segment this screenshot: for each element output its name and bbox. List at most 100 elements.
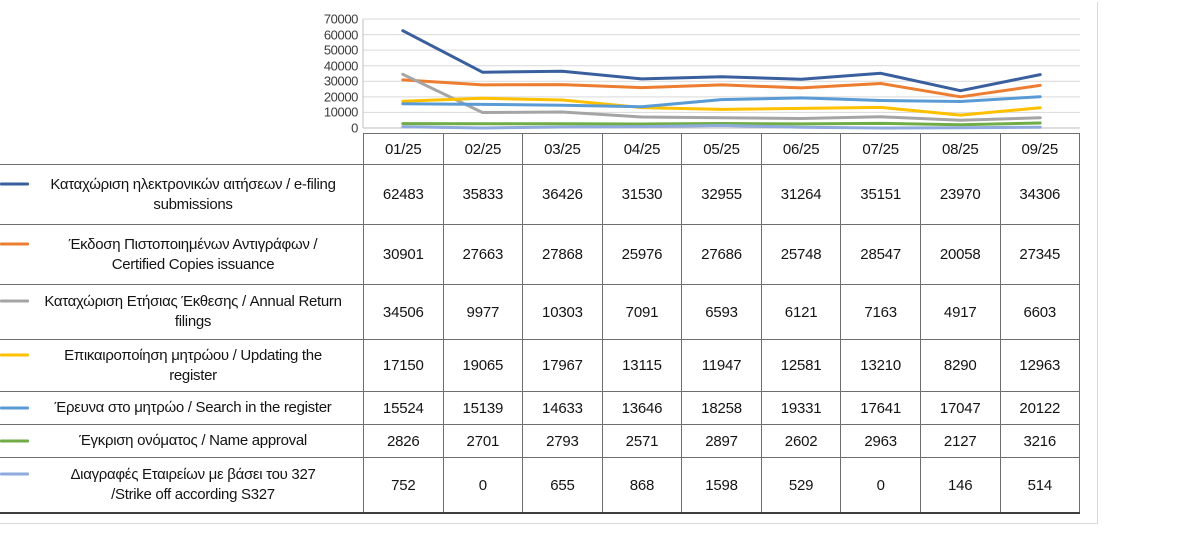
value-cell: 17641 — [840, 392, 920, 424]
series-label-text: Επικαιροποίηση μητρώου / Updating the — [64, 346, 322, 364]
value-cell: 35833 — [442, 165, 523, 224]
series-label-cell: Καταχώριση ηλεκτρονικών αιτήσεων / e-fil… — [0, 165, 363, 224]
value-cell: 2826 — [363, 425, 443, 457]
series-label-text: Έρευνα στο μητρώο / Search in the regist… — [54, 399, 332, 416]
value-cell: 11947 — [681, 340, 761, 391]
table-row: Επικαιροποίηση μητρώου / Updating the reg… — [0, 340, 1081, 392]
series-label-cell: Καταχώριση Ετήσιας Έκθεσης / Annual Retu… — [0, 285, 363, 339]
table-row: Διαγραφές Εταιρείων με βάσει του 327/Str… — [0, 458, 1081, 514]
value-cell: 12963 — [999, 340, 1081, 391]
column-header: 07/25 — [840, 133, 920, 164]
legend-key-line — [0, 242, 29, 245]
value-cell: 3216 — [999, 425, 1081, 457]
value-cell: 13210 — [840, 340, 920, 391]
value-cell: 27686 — [681, 225, 761, 284]
value-cell: 2127 — [919, 425, 1000, 457]
series-line-4 — [401, 96, 1042, 117]
value-cell: 2963 — [840, 425, 920, 457]
value-cell: 30901 — [363, 225, 443, 284]
value-cell: 13115 — [601, 340, 682, 391]
value-cell: 2602 — [760, 425, 841, 457]
series-label-text: filings — [174, 313, 212, 330]
table-row: Καταχώριση ηλεκτρονικών αιτήσεων / e-fil… — [0, 165, 1081, 225]
value-cell: 31264 — [760, 165, 841, 224]
series-label-text: Διαγραφές Εταιρείων με βάσει του 327 — [70, 466, 316, 483]
legend-key-line — [0, 472, 29, 476]
column-header: 05/25 — [681, 133, 761, 164]
value-cell: 752 — [363, 458, 443, 512]
value-cell: 27868 — [522, 225, 602, 284]
series-line-5 — [401, 95, 1042, 109]
series-label-cell: Έγκριση ονόματος / Name approval — [0, 425, 363, 457]
table-row: Καταχώριση Ετήσιας Έκθεσης / Annual Retu… — [0, 285, 1081, 340]
value-cell: 15524 — [363, 392, 443, 424]
value-cell: 2571 — [601, 425, 682, 457]
value-cell: 9977 — [442, 285, 523, 339]
value-cell: 19331 — [760, 392, 841, 424]
value-cell: 14633 — [522, 392, 602, 424]
legend-key-line — [0, 182, 29, 185]
value-cell: 2701 — [442, 425, 523, 457]
value-cell: 15139 — [442, 392, 523, 424]
table-header-row: 01/25 02/25 03/25 04/25 05/25 06/25 07/25 08/25… — [0, 133, 1081, 165]
series-line-7 — [401, 124, 1042, 130]
value-cell: 7091 — [601, 285, 682, 339]
value-cell: 6593 — [681, 285, 761, 339]
y-axis-tick-label: 10000 — [323, 104, 359, 120]
series-line-6 — [401, 121, 1042, 127]
value-cell: 34306 — [999, 165, 1081, 224]
column-header: 02/25 — [442, 133, 523, 164]
column-header: 04/25 — [601, 133, 682, 164]
value-cell: 28547 — [840, 225, 920, 284]
y-axis-tick-label: 30000 — [323, 73, 359, 89]
value-cell: 514 — [999, 458, 1081, 512]
value-cell: 529 — [760, 458, 841, 512]
data-table: 01/25 02/25 03/25 04/25 05/25 06/25 07/25 08/25… — [0, 133, 1081, 514]
value-cell: 7163 — [840, 285, 920, 339]
y-axis-tick-label: 70000 — [323, 11, 359, 27]
value-cell: 19065 — [442, 340, 523, 391]
y-axis-tick-label: 20000 — [323, 89, 359, 105]
value-cell: 0 — [840, 458, 920, 512]
series-label-text: submissions — [153, 195, 233, 213]
series-line-3 — [401, 72, 1042, 122]
value-cell: 27663 — [442, 225, 523, 284]
value-cell: 23970 — [919, 165, 1000, 224]
y-axis-tick-label: 60000 — [323, 27, 359, 43]
series-label-cell: Επικαιροποίηση μητρώου / Updating the reg… — [0, 340, 363, 391]
value-cell: 2897 — [681, 425, 761, 457]
value-cell: 34506 — [363, 285, 443, 339]
table-header-empty-cell — [0, 133, 363, 164]
series-line-2 — [401, 78, 1042, 99]
series-label-cell: Διαγραφές Εταιρείων με βάσει του 327/Str… — [0, 458, 363, 512]
column-header: 01/25 — [363, 133, 443, 164]
value-cell: 655 — [522, 458, 602, 512]
value-cell: 32955 — [681, 165, 761, 224]
value-cell: 13646 — [601, 392, 682, 424]
value-cell: 20122 — [999, 392, 1081, 424]
legend-key-line — [0, 439, 29, 443]
column-header: 03/25 — [522, 133, 602, 164]
value-cell: 10303 — [522, 285, 602, 339]
y-axis-tick-label: 50000 — [323, 42, 359, 58]
table-row: Έκδοση Πιστοποιημένων Αντιγράφων / Certif… — [0, 225, 1081, 285]
value-cell: 17047 — [919, 392, 1000, 424]
table-row: Έγκριση ονόματος / Name approval 2826 2701… — [0, 425, 1081, 458]
legend-key-line — [0, 353, 29, 356]
series-label-text: Καταχώριση Ετήσιας Έκθεσης / Annual Retu… — [44, 293, 342, 310]
value-cell: 18258 — [681, 392, 761, 424]
value-cell: 62483 — [363, 165, 443, 224]
series-label-text: Καταχώριση ηλεκτρονικών αιτήσεων / e-fil… — [50, 175, 336, 193]
series-label-cell: Έκδοση Πιστοποιημένων Αντιγράφων / Certif… — [0, 225, 363, 284]
series-label-cell: Έρευνα στο μητρώο / Search in the regist… — [0, 392, 363, 424]
table-row: Έρευνα στο μητρώο / Search in the regist… — [0, 392, 1081, 425]
column-header: 06/25 — [760, 133, 841, 164]
line-chart-svg — [362, 18, 1080, 130]
y-axis-tick-label: 40000 — [323, 58, 359, 74]
value-cell: 31530 — [601, 165, 682, 224]
value-cell: 25976 — [601, 225, 682, 284]
legend-key-line — [0, 406, 29, 410]
value-cell: 27345 — [999, 225, 1081, 284]
line-chart-area: 0 10000 20000 30000 40000 50000 60000 70000 — [0, 2, 1097, 136]
value-cell: 4917 — [919, 285, 1000, 339]
